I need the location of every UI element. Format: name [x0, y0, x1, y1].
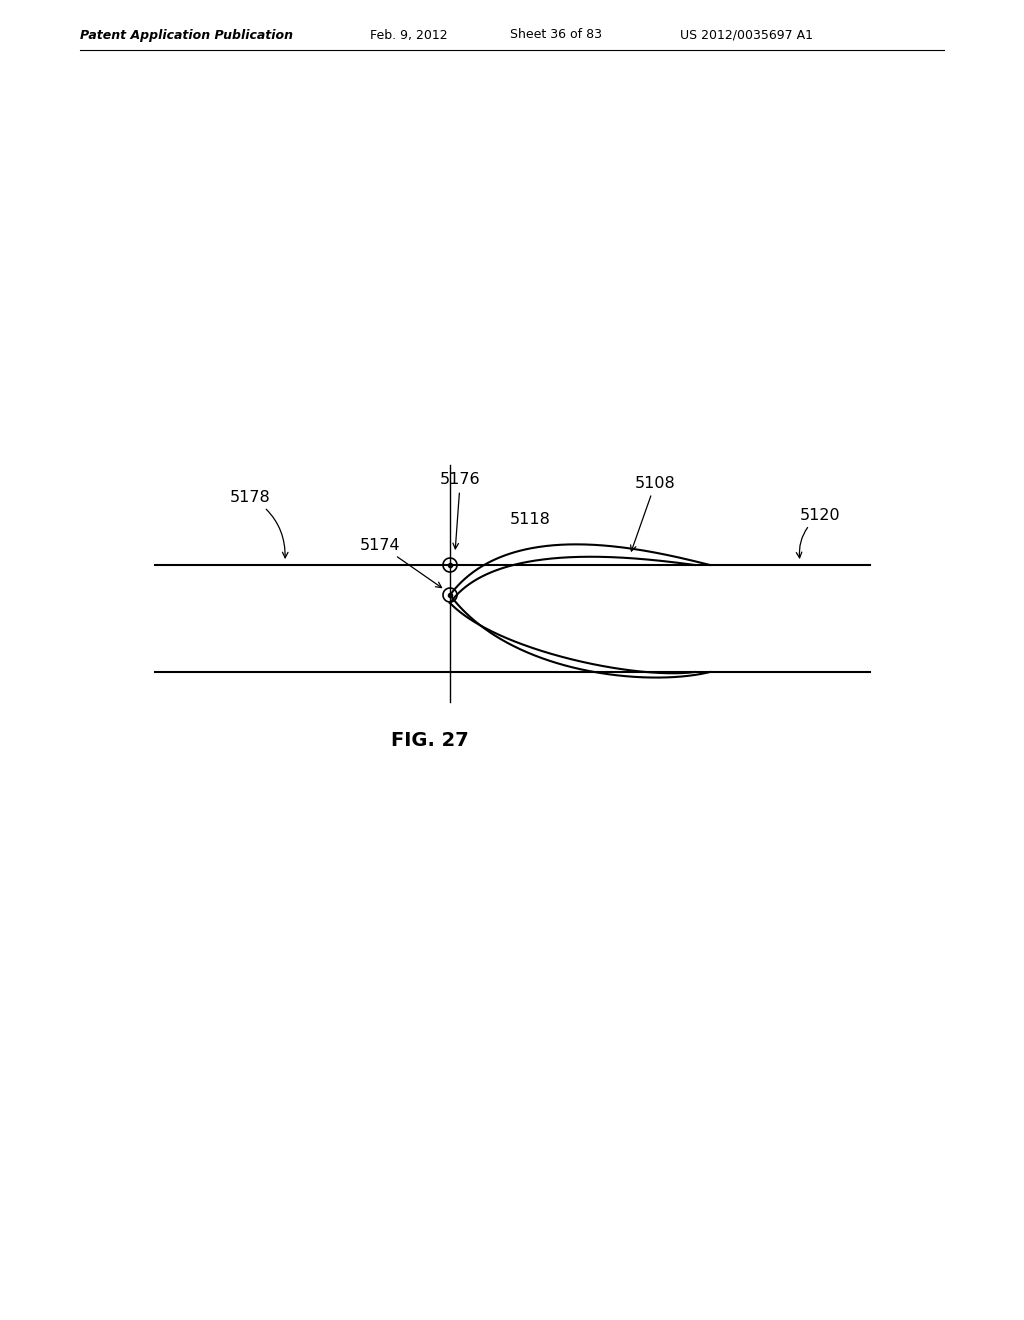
Text: Sheet 36 of 83: Sheet 36 of 83	[510, 29, 602, 41]
Text: 5120: 5120	[797, 507, 841, 558]
Text: FIG. 27: FIG. 27	[391, 730, 469, 750]
Text: 5108: 5108	[631, 475, 676, 550]
Text: 5174: 5174	[360, 537, 441, 587]
Text: 5178: 5178	[230, 490, 288, 558]
Text: Feb. 9, 2012: Feb. 9, 2012	[370, 29, 447, 41]
Text: 5118: 5118	[510, 512, 551, 528]
Text: Patent Application Publication: Patent Application Publication	[80, 29, 293, 41]
Text: US 2012/0035697 A1: US 2012/0035697 A1	[680, 29, 813, 41]
Text: 5176: 5176	[440, 473, 480, 549]
